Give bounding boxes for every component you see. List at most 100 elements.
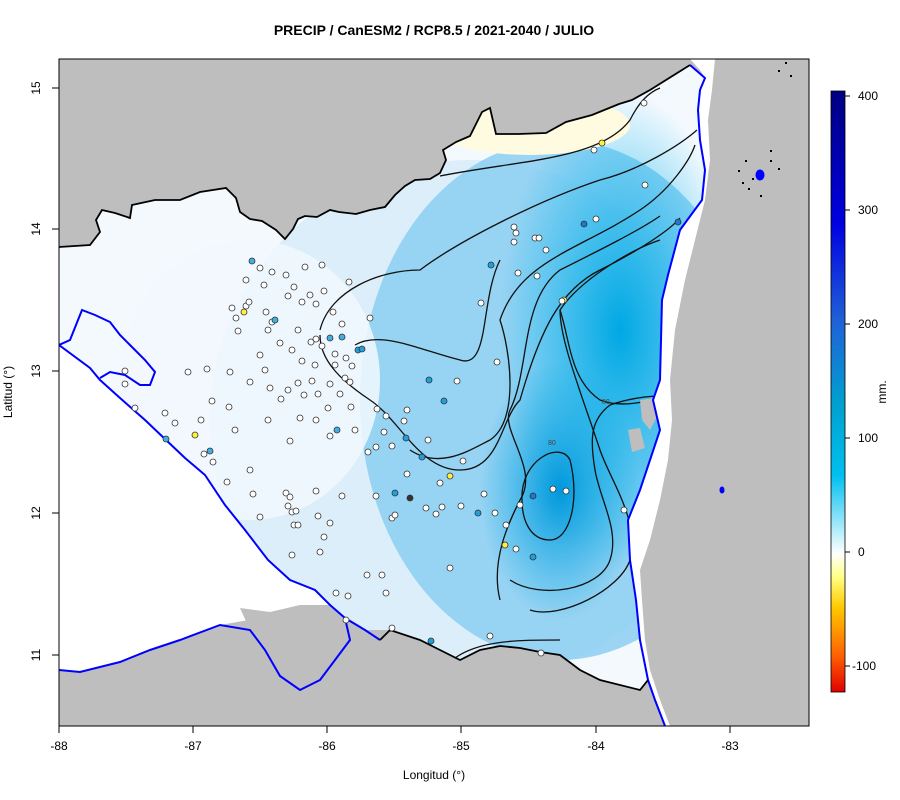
station-marker	[326, 432, 334, 440]
station-marker	[338, 492, 346, 500]
station-marker	[382, 412, 390, 420]
station-marker	[491, 509, 499, 517]
station-marker	[206, 447, 214, 455]
station-marker	[197, 416, 205, 424]
station-marker	[242, 276, 250, 284]
y-axis	[52, 87, 60, 656]
station-marker	[245, 298, 253, 306]
station-marker	[268, 268, 276, 276]
station-marker	[403, 470, 411, 478]
station-marker	[580, 220, 588, 228]
station-marker	[300, 391, 308, 399]
station-marker	[264, 416, 272, 424]
island-speck	[745, 160, 747, 162]
contour-line	[409, 144, 696, 460]
station-marker	[529, 492, 537, 500]
station-marker	[261, 366, 269, 374]
caribbean-coastline	[626, 64, 707, 726]
colorbar-tick-label: 400	[858, 89, 878, 103]
station-marker	[248, 257, 256, 265]
station-marker	[373, 405, 381, 413]
station-marker	[256, 513, 264, 521]
island-speck	[785, 62, 787, 64]
x-axis-label: Longitud (°)	[403, 768, 465, 782]
x-tick-label: -84	[587, 739, 605, 753]
station-marker	[249, 490, 257, 498]
station-marker	[296, 414, 304, 422]
station-marker	[301, 263, 309, 271]
pacific-coastline	[59, 344, 381, 641]
station-marker	[326, 380, 334, 388]
station-marker	[225, 403, 233, 411]
station-marker	[674, 218, 682, 226]
y-axis-label: Latitud (°)	[1, 366, 15, 418]
station-marker	[446, 564, 454, 572]
station-marker	[282, 271, 290, 279]
y-tick-label: 15	[29, 81, 43, 95]
station-marker	[336, 390, 344, 398]
caribbean-land-east	[640, 59, 809, 726]
station-marker	[331, 350, 339, 358]
costa-rica-coastline	[59, 617, 352, 692]
station-marker	[358, 345, 366, 353]
station-marker	[256, 264, 264, 272]
station-marker	[502, 521, 510, 529]
station-marker	[282, 489, 290, 497]
station-marker	[342, 616, 350, 624]
station-marker	[326, 334, 334, 342]
station-marker	[246, 378, 254, 386]
station-marker	[592, 215, 600, 223]
station-marker	[418, 453, 426, 461]
station-marker	[320, 533, 328, 541]
colorbar-tick-label: -100	[852, 659, 876, 673]
station-marker	[284, 386, 292, 394]
island-speck	[742, 182, 744, 184]
station-marker	[424, 436, 432, 444]
station-marker	[316, 548, 324, 556]
station-marker	[598, 139, 606, 147]
honduras-land	[59, 59, 705, 247]
station-marker	[558, 297, 566, 305]
island-speck	[752, 178, 754, 180]
station-marker	[234, 327, 242, 335]
station-marker	[446, 472, 454, 480]
station-marker	[298, 298, 306, 306]
station-marker	[422, 504, 430, 512]
station-marker	[312, 487, 320, 495]
station-marker	[640, 99, 648, 107]
colorbar-tick-label: 100	[858, 431, 878, 445]
station-marker	[264, 326, 272, 334]
x-tick-label: -83	[721, 739, 739, 753]
station-marker	[200, 450, 208, 458]
station-marker	[453, 377, 461, 385]
station-marker	[228, 304, 236, 312]
station-marker	[438, 503, 446, 511]
contour-label-east: 80	[602, 399, 610, 406]
x-tick-label: -86	[318, 739, 336, 753]
station-marker	[298, 357, 306, 365]
station-marker	[226, 368, 234, 376]
station-marker	[231, 426, 239, 434]
station-marker	[372, 492, 380, 500]
bluefields-bay	[628, 428, 645, 452]
colorbar-tick-label: 200	[858, 317, 878, 331]
station-marker	[533, 272, 541, 280]
station-marker	[240, 308, 248, 316]
map-title: PRECIP / CanESM2 / RCP8.5 / 2021-2040 / …	[274, 22, 594, 38]
contour-line	[319, 217, 681, 471]
station-marker	[347, 403, 355, 411]
station-marker	[364, 448, 372, 456]
island-speck	[790, 75, 792, 77]
station-marker	[351, 426, 359, 434]
station-marker	[306, 291, 314, 299]
gulf-fonseca-coast	[59, 308, 157, 386]
station-marker	[311, 361, 319, 369]
station-marker	[346, 378, 354, 386]
x-axis	[58, 725, 731, 733]
station-marker	[341, 374, 349, 382]
station-marker	[529, 553, 537, 561]
station-marker	[391, 489, 399, 497]
station-marker	[271, 316, 279, 324]
station-marker	[535, 234, 543, 242]
